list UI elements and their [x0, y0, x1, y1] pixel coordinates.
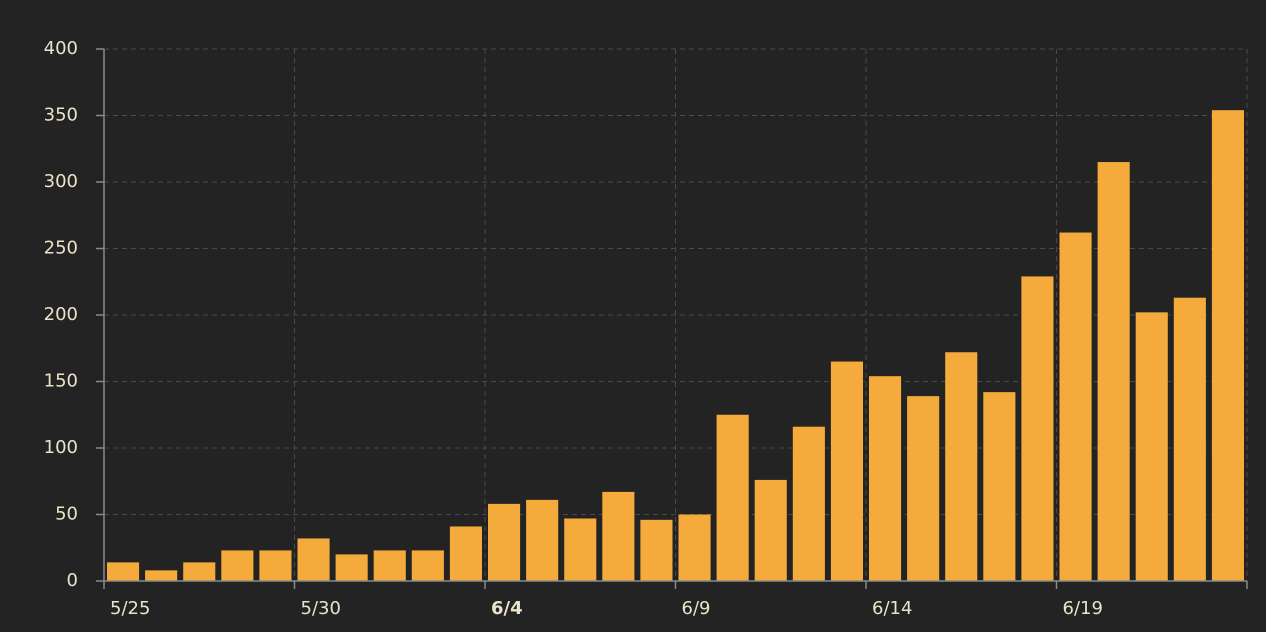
y-tick-label: 0: [67, 570, 78, 591]
bar: [297, 538, 330, 581]
y-tick-label: 250: [44, 238, 78, 259]
bar: [221, 550, 254, 581]
y-tick-label: 50: [55, 504, 78, 525]
y-tick-label: 200: [44, 304, 78, 325]
bar: [373, 550, 406, 581]
bar: [907, 396, 940, 581]
y-tick-label: 150: [44, 371, 78, 392]
bar: [564, 518, 597, 581]
bar: [602, 491, 635, 581]
y-tick-label: 350: [44, 105, 78, 126]
bar: [945, 352, 978, 581]
bar: [411, 550, 444, 581]
y-tick-label: 400: [44, 38, 78, 59]
x-tick-label: 5/25: [110, 598, 150, 619]
x-tick-label: 5/30: [301, 598, 341, 619]
x-tick-label: 6/14: [872, 598, 912, 619]
bar: [983, 392, 1016, 581]
bar: [1211, 110, 1244, 582]
x-tick-label: 6/4: [491, 598, 523, 619]
bar: [449, 526, 482, 581]
bar: [1097, 162, 1130, 582]
bar: [1135, 312, 1168, 581]
bar: [754, 479, 787, 581]
bar: [716, 414, 749, 581]
bar: [678, 514, 711, 581]
bar: [1059, 232, 1092, 582]
y-tick-label: 300: [44, 171, 78, 192]
bar: [869, 376, 902, 581]
x-tick-label: 6/19: [1063, 598, 1103, 619]
bar: [335, 554, 368, 581]
bar: [640, 519, 673, 581]
bar: [488, 503, 521, 581]
bar: [259, 550, 292, 581]
bar: [183, 562, 216, 581]
bar: [830, 361, 863, 581]
bar: [1173, 297, 1206, 581]
x-tick-label: 6/9: [682, 598, 711, 619]
bar: [526, 499, 559, 581]
bar: [107, 562, 140, 581]
bar: [792, 426, 825, 581]
y-tick-label: 100: [44, 437, 78, 458]
bar: [145, 570, 178, 581]
bar: [1021, 276, 1054, 581]
